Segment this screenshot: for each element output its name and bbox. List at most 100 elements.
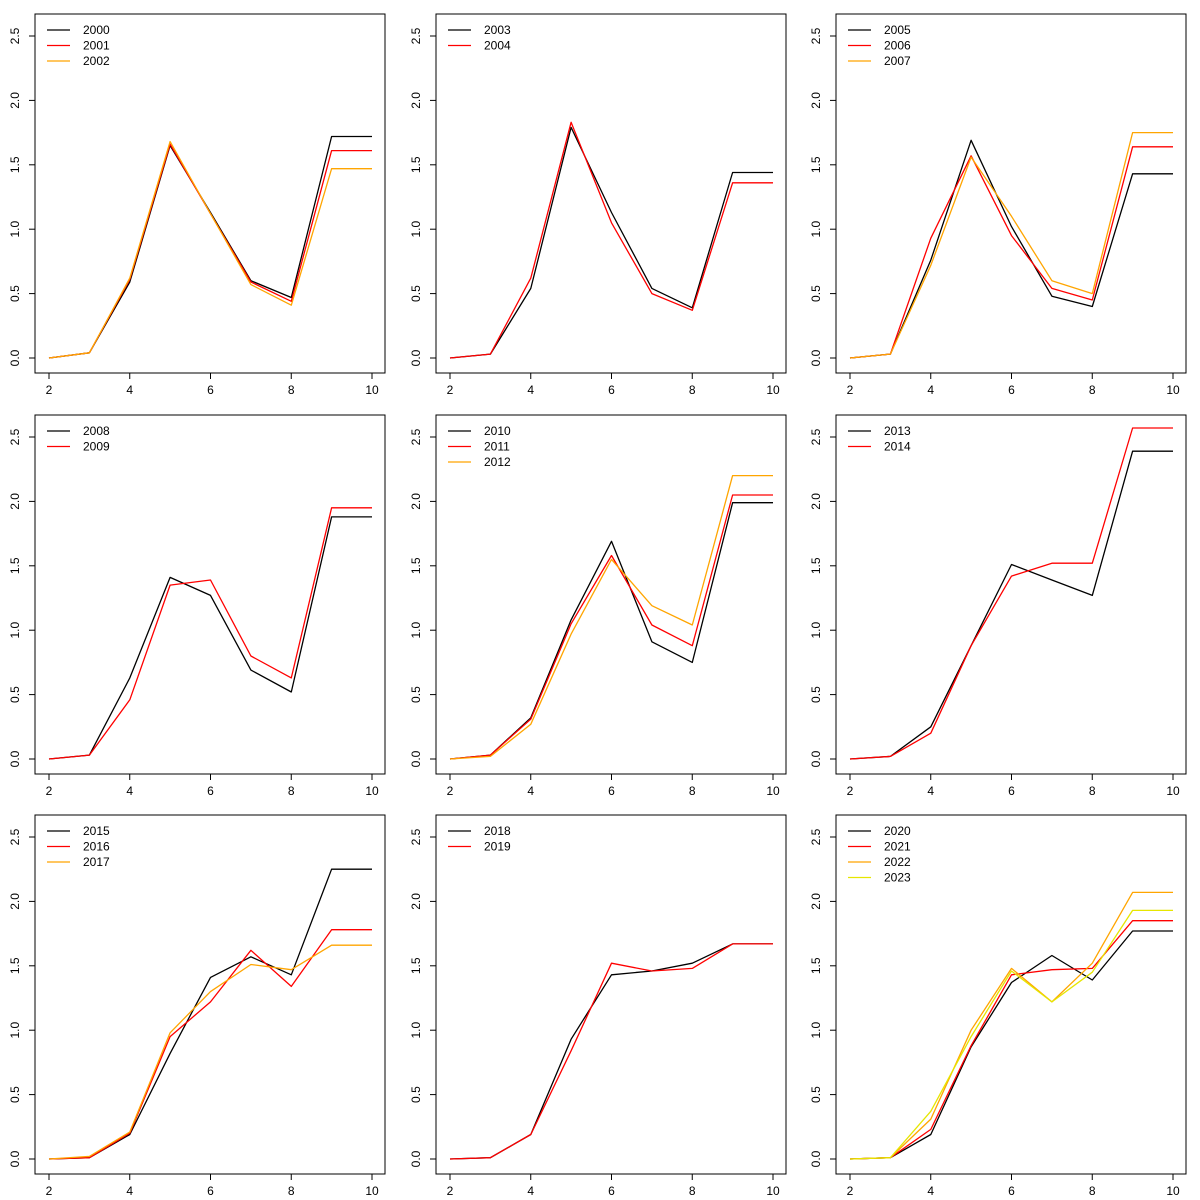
- series-line-2004: [449, 121, 773, 359]
- y-tick-label: 0.0: [409, 1150, 423, 1167]
- legend-label: 2019: [484, 840, 511, 854]
- x-tick-label: 10: [766, 1184, 780, 1198]
- y-tick-label: 2.0: [8, 493, 22, 510]
- y-tick-label: 1.5: [8, 957, 22, 974]
- plot-frame: [835, 414, 1187, 775]
- x-tick-label: 4: [927, 1184, 934, 1198]
- y-tick-label: 1.5: [409, 156, 423, 173]
- x-tick-label: 10: [1166, 784, 1180, 798]
- series-line-2007: [849, 131, 1173, 359]
- legend-label: 2007: [884, 54, 911, 68]
- y-tick-label: 1.0: [409, 1022, 423, 1039]
- series-line-2008: [48, 516, 372, 760]
- y-tick-label: 1.5: [8, 557, 22, 574]
- y-tick-label: 2.0: [409, 893, 423, 910]
- x-tick-label: 4: [126, 1184, 133, 1198]
- y-tick-label: 1.5: [409, 957, 423, 974]
- x-tick-label: 6: [1008, 383, 1015, 397]
- legend-label: 2004: [484, 39, 511, 53]
- series-line-2019: [449, 943, 773, 1160]
- y-tick-label: 2.0: [809, 92, 823, 109]
- y-tick-label: 2.0: [8, 92, 22, 109]
- x-tick-label: 8: [1089, 1184, 1096, 1198]
- x-tick-label: 10: [766, 383, 780, 397]
- y-tick-label: 2.5: [409, 428, 423, 445]
- series-line-2000: [48, 135, 372, 359]
- series-line-2018: [449, 943, 773, 1160]
- y-tick-label: 2.5: [809, 828, 823, 845]
- legend-label: 2013: [884, 424, 911, 438]
- x-tick-label: 8: [1089, 383, 1096, 397]
- legend-label: 2022: [884, 855, 911, 869]
- y-tick-label: 1.0: [8, 622, 22, 639]
- x-tick-label: 4: [527, 383, 534, 397]
- legend-label: 2018: [484, 824, 511, 838]
- y-tick-label: 2.5: [809, 27, 823, 44]
- legend-label: 2005: [884, 23, 911, 37]
- y-tick-label: 0.0: [809, 750, 823, 767]
- legend-label: 2001: [83, 39, 110, 53]
- y-tick-label: 1.0: [809, 622, 823, 639]
- x-tick-label: 10: [1166, 383, 1180, 397]
- y-tick-label: 0.5: [8, 285, 22, 302]
- series-line-2006: [849, 146, 1173, 359]
- y-tick-label: 1.0: [8, 221, 22, 238]
- x-tick-label: 8: [689, 1184, 696, 1198]
- series-line-2003: [449, 126, 773, 359]
- legend-label: 2006: [884, 39, 911, 53]
- x-tick-label: 4: [126, 383, 133, 397]
- series-line-2017: [48, 944, 372, 1160]
- y-tick-label: 2.0: [809, 493, 823, 510]
- legend-label: 2011: [484, 440, 510, 454]
- x-tick-label: 10: [365, 383, 379, 397]
- y-tick-label: 1.0: [409, 622, 423, 639]
- y-tick-label: 1.0: [8, 1022, 22, 1039]
- y-tick-label: 2.5: [8, 428, 22, 445]
- y-tick-label: 2.5: [8, 27, 22, 44]
- y-tick-label: 1.5: [809, 557, 823, 574]
- x-tick-label: 6: [207, 1184, 214, 1198]
- y-tick-label: 0.0: [809, 1150, 823, 1167]
- series-line-2012: [449, 474, 773, 760]
- x-tick-label: 10: [1166, 1184, 1180, 1198]
- legend-label: 2023: [884, 871, 911, 885]
- y-tick-label: 0.0: [409, 349, 423, 366]
- chart-panel: 2 4 6 8 10 0.0 0.5 1.0 1.5 2.0 2.5 2003 2004: [409, 13, 787, 397]
- plot-frame: [435, 814, 787, 1175]
- y-tick-label: 1.0: [809, 221, 823, 238]
- chart-panel: 2 4 6 8 10 0.0 0.5 1.0 1.5 2.0 2.5 2018 2019: [409, 814, 787, 1198]
- y-tick-label: 1.5: [8, 156, 22, 173]
- x-tick-label: 4: [927, 383, 934, 397]
- x-tick-label: 6: [207, 383, 214, 397]
- series-line-2002: [48, 140, 372, 359]
- y-tick-label: 2.5: [409, 828, 423, 845]
- series-line-2021: [849, 920, 1173, 1160]
- chart-panel: 2 4 6 8 10 0.0 0.5 1.0 1.5 2.0 2.5 2013 2014: [809, 414, 1187, 798]
- x-tick-label: 4: [927, 784, 934, 798]
- y-tick-label: 1.0: [409, 221, 423, 238]
- y-tick-label: 0.0: [8, 349, 22, 366]
- y-tick-label: 2.5: [409, 27, 423, 44]
- x-tick-label: 8: [689, 784, 696, 798]
- y-tick-label: 2.0: [409, 493, 423, 510]
- x-tick-label: 6: [207, 784, 214, 798]
- legend-label: 2017: [83, 855, 110, 869]
- series-line-2015: [48, 868, 372, 1160]
- y-tick-label: 2.5: [809, 428, 823, 445]
- legend-label: 2015: [83, 824, 110, 838]
- x-tick-label: 10: [365, 784, 379, 798]
- y-tick-label: 0.0: [809, 349, 823, 366]
- x-tick-label: 2: [447, 784, 454, 798]
- x-tick-label: 6: [608, 784, 615, 798]
- x-tick-label: 6: [608, 1184, 615, 1198]
- x-tick-label: 2: [847, 383, 854, 397]
- x-tick-label: 8: [689, 383, 696, 397]
- x-tick-label: 2: [447, 383, 454, 397]
- x-tick-label: 2: [46, 383, 53, 397]
- y-tick-label: 2.0: [409, 92, 423, 109]
- series-line-2009: [48, 507, 372, 760]
- legend-label: 2016: [83, 840, 110, 854]
- y-tick-label: 0.5: [8, 1086, 22, 1103]
